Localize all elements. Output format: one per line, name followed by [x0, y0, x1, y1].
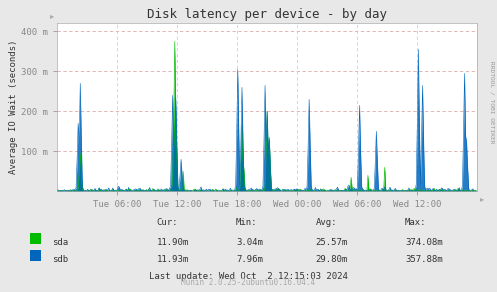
Text: 29.80m: 29.80m — [316, 256, 348, 265]
Text: 357.88m: 357.88m — [405, 256, 443, 265]
Text: Last update: Wed Oct  2 12:15:03 2024: Last update: Wed Oct 2 12:15:03 2024 — [149, 272, 348, 281]
Text: sda: sda — [52, 238, 68, 247]
Text: ▸: ▸ — [50, 12, 54, 20]
Text: 11.93m: 11.93m — [157, 256, 189, 265]
Title: Disk latency per device - by day: Disk latency per device - by day — [147, 8, 387, 21]
Text: Avg:: Avg: — [316, 218, 337, 227]
Text: 7.96m: 7.96m — [236, 256, 263, 265]
Text: RRDTOOL / TOBI OETIKER: RRDTOOL / TOBI OETIKER — [490, 61, 495, 143]
Text: Min:: Min: — [236, 218, 257, 227]
Text: ▸: ▸ — [480, 194, 484, 203]
Text: 374.08m: 374.08m — [405, 238, 443, 247]
Text: 11.90m: 11.90m — [157, 238, 189, 247]
Y-axis label: Average IO Wait (seconds): Average IO Wait (seconds) — [9, 40, 18, 175]
Text: Cur:: Cur: — [157, 218, 178, 227]
Text: 3.04m: 3.04m — [236, 238, 263, 247]
Text: sdb: sdb — [52, 256, 68, 265]
Text: Max:: Max: — [405, 218, 426, 227]
Text: Munin 2.0.25-2ubuntu0.16.04.4: Munin 2.0.25-2ubuntu0.16.04.4 — [181, 278, 316, 287]
Text: 25.57m: 25.57m — [316, 238, 348, 247]
